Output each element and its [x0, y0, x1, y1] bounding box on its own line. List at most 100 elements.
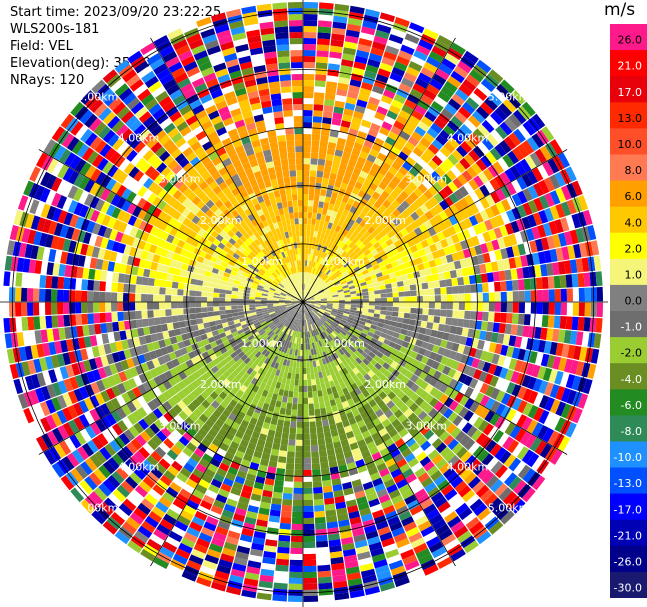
- velocity-gate: [522, 468, 536, 483]
- velocity-gate: [261, 266, 268, 272]
- velocity-gate: [249, 296, 256, 300]
- velocity-gate: [262, 324, 269, 331]
- velocity-gate: [269, 331, 275, 338]
- velocity-gate: [329, 172, 337, 181]
- velocity-gate: [504, 472, 518, 487]
- velocity-gate: [278, 413, 285, 421]
- velocity-gate: [332, 294, 339, 298]
- velocity-gate: [137, 463, 151, 476]
- velocity-gate: [262, 289, 269, 293]
- velocity-gate: [351, 447, 361, 456]
- velocity-gate: [153, 294, 160, 302]
- velocity-gate: [321, 208, 328, 215]
- velocity-gate: [335, 315, 343, 319]
- velocity-gate: [306, 292, 311, 298]
- velocity-gate: [479, 330, 487, 341]
- velocity-gate: [577, 273, 585, 287]
- velocity-gate: [322, 344, 328, 352]
- velocity-gate: [233, 355, 241, 363]
- velocity-gate: [172, 404, 183, 415]
- velocity-gate: [494, 175, 506, 188]
- velocity-gate: [270, 503, 282, 511]
- velocity-gate: [318, 576, 332, 584]
- velocity-gate: [275, 310, 282, 315]
- velocity-gate: [303, 2, 319, 9]
- velocity-gate: [135, 229, 144, 240]
- velocity-gate: [149, 226, 159, 236]
- velocity-gate: [357, 551, 371, 561]
- velocity-gate: [81, 443, 94, 457]
- velocity-gate: [320, 232, 326, 240]
- velocity-gate: [100, 416, 112, 429]
- velocity-gate: [486, 272, 494, 283]
- velocity-gate: [396, 115, 408, 126]
- velocity-gate: [267, 330, 274, 336]
- velocity-gate: [335, 501, 347, 510]
- velocity-gate: [411, 416, 422, 427]
- velocity-gate: [279, 282, 286, 287]
- velocity-gate: [360, 317, 367, 323]
- velocity-gate: [285, 296, 292, 299]
- velocity-gate: [183, 227, 193, 236]
- velocity-gate: [273, 348, 279, 356]
- velocity-gate: [314, 80, 326, 88]
- velocity-gate: [218, 413, 228, 423]
- velocity-gate: [484, 219, 494, 231]
- velocity-gate: [459, 467, 473, 480]
- velocity-gate: [128, 425, 140, 438]
- velocity-gate: [344, 560, 359, 569]
- velocity-gate: [341, 59, 354, 68]
- velocity-gate: [291, 303, 298, 306]
- velocity-gate: [371, 278, 379, 284]
- velocity-gate: [533, 407, 544, 422]
- velocity-gate: [560, 302, 567, 316]
- velocity-gate: [358, 335, 366, 342]
- velocity-gate: [320, 297, 327, 300]
- velocity-gate: [340, 268, 347, 274]
- velocity-gate: [354, 105, 366, 114]
- velocity-gate: [549, 341, 558, 356]
- velocity-gate: [540, 353, 550, 367]
- velocity-gate: [335, 261, 342, 268]
- velocity-gate: [312, 267, 316, 274]
- velocity-gate: [538, 195, 550, 209]
- velocity-gate: [341, 353, 349, 361]
- velocity-gate: [435, 523, 450, 536]
- velocity-gate: [490, 204, 501, 217]
- velocity-gate: [344, 425, 353, 434]
- velocity-gate: [453, 525, 469, 539]
- velocity-gate: [345, 165, 355, 174]
- velocity-gate: [113, 262, 121, 273]
- velocity-gate: [471, 162, 483, 175]
- velocity-gate: [279, 522, 291, 530]
- velocity-gate: [304, 278, 306, 285]
- velocity-gate: [323, 312, 330, 317]
- velocity-gate: [396, 381, 406, 391]
- velocity-gate: [424, 200, 434, 210]
- velocity-gate: [289, 385, 294, 392]
- velocity-gate: [398, 428, 409, 438]
- velocity-gate: [313, 487, 323, 494]
- velocity-gate: [235, 249, 243, 256]
- velocity-gate: [264, 478, 275, 486]
- velocity-gate: [312, 316, 318, 323]
- velocity-gate: [360, 281, 367, 287]
- velocity-gate: [381, 343, 389, 350]
- velocity-gate: [488, 69, 504, 84]
- velocity-gate: [314, 225, 320, 232]
- velocity-gate: [148, 378, 158, 389]
- velocity-gate: [276, 312, 283, 317]
- velocity-gate: [279, 383, 286, 390]
- velocity-gate: [307, 295, 314, 299]
- velocity-gate: [262, 376, 269, 385]
- velocity-gate: [3, 318, 11, 333]
- velocity-gate: [340, 439, 350, 447]
- velocity-gate: [292, 324, 296, 331]
- velocity-gate: [107, 217, 117, 229]
- velocity-gate: [458, 406, 469, 418]
- velocity-gate: [213, 473, 225, 483]
- velocity-gate: [505, 182, 517, 196]
- velocity-gate: [249, 346, 257, 353]
- velocity-gate: [206, 297, 214, 302]
- velocity-gate: [221, 322, 229, 328]
